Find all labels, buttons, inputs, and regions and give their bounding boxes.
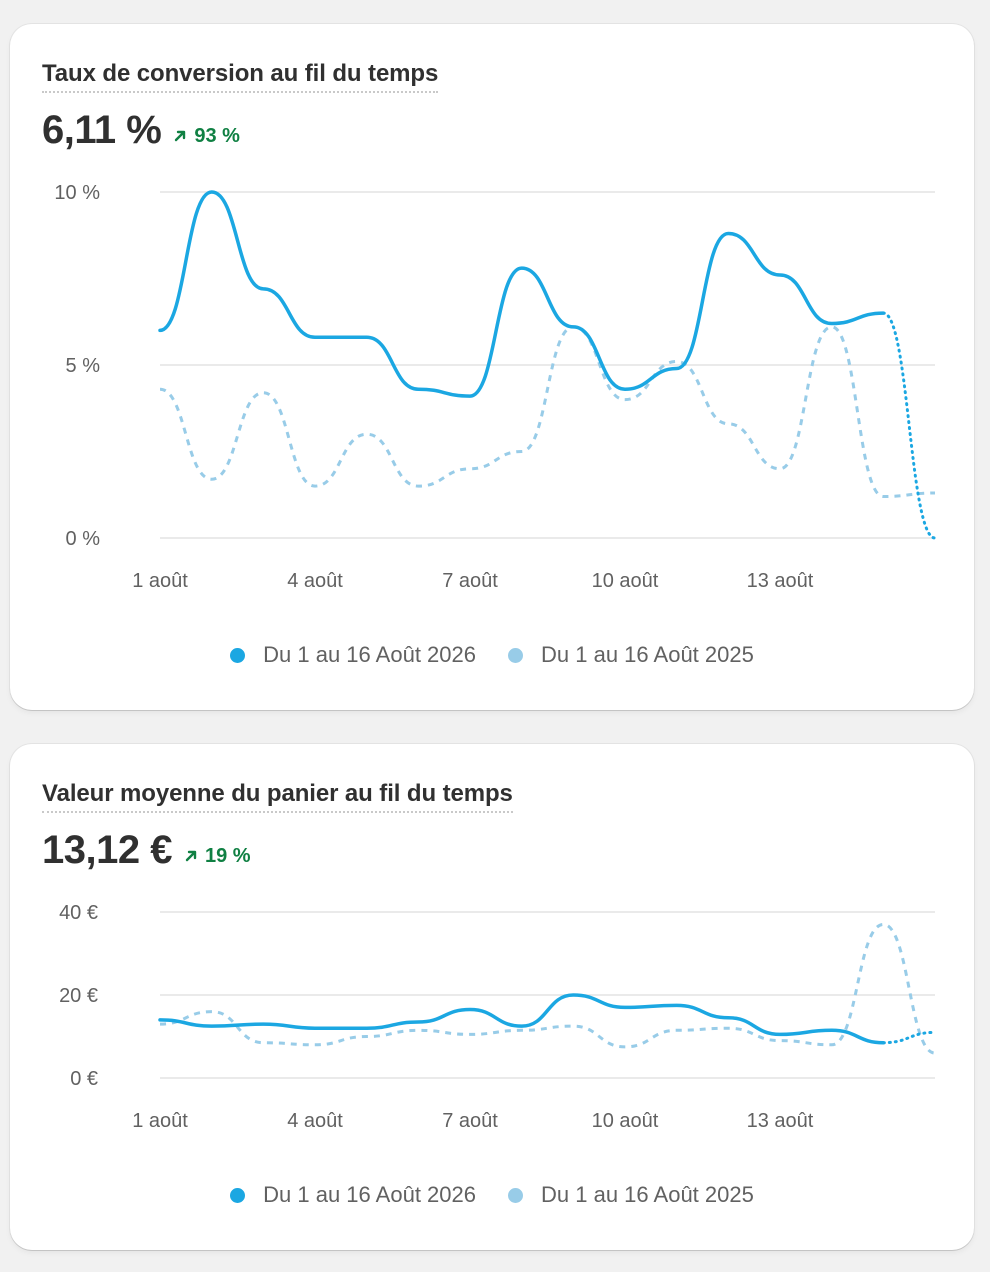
card-title[interactable]: Valeur moyenne du panier au fil du temps: [42, 780, 513, 813]
legend-label: Du 1 au 16 Août 2026: [263, 1182, 476, 1207]
average-cart-value-line-chart[interactable]: 0 € 20 € 40 € 1 août 4 août 7 août 10 août 13 a…: [10, 744, 974, 1184]
metric-summary: 6,11 % 93 %: [42, 108, 240, 153]
chart-legend: Du 1 au 16 Août 2026 Du 1 au 16 Août 202…: [10, 642, 974, 668]
legend-item-previous[interactable]: Du 1 au 16 Août 2025: [508, 1182, 754, 1208]
x-tick-label: 1 août: [132, 570, 188, 592]
x-tick-label: 7 août: [442, 1110, 498, 1132]
legend-dot-icon: [230, 1187, 246, 1203]
series-line-previous[interactable]: [159, 325, 936, 499]
legend-label: Du 1 au 16 Août 2025: [541, 1182, 754, 1207]
delta-value: 93 %: [194, 124, 240, 147]
conversion-rate-card: Taux de conversion au fil du temps 6,11 …: [10, 24, 974, 710]
legend-dot-icon: [508, 647, 523, 663]
average-cart-value-card: Valeur moyenne du panier au fil du temps…: [10, 744, 974, 1250]
series-line-current-partial[interactable]: [881, 311, 937, 540]
y-tick-label: 5 %: [66, 355, 101, 377]
x-tick-label: 1 août: [132, 1110, 188, 1132]
y-tick-label: 0 %: [66, 528, 101, 550]
x-tick-label: 4 août: [287, 570, 343, 592]
y-tick-label: 10 %: [54, 182, 100, 204]
legend-dot-icon: [230, 647, 246, 663]
legend-item-current[interactable]: Du 1 au 16 Août 2026: [230, 1182, 476, 1208]
metric-summary: 13,12 € 19 %: [42, 828, 251, 873]
x-tick-label: 10 août: [592, 1110, 659, 1132]
legend-label: Du 1 au 16 Août 2025: [541, 642, 754, 667]
metric-value: 6,11 %: [42, 108, 162, 152]
x-tick-label: 7 août: [442, 570, 498, 592]
x-tick-label: 13 août: [747, 570, 814, 592]
legend-item-current[interactable]: Du 1 au 16 Août 2026: [230, 642, 476, 668]
arrow-up-right-icon: [185, 850, 197, 862]
delta-badge: 19 %: [184, 845, 251, 868]
series-line-current[interactable]: [158, 993, 886, 1045]
metric-value: 13,12 €: [42, 828, 172, 872]
legend-label: Du 1 au 16 Août 2026: [263, 642, 476, 667]
x-tick-label: 13 août: [747, 1110, 814, 1132]
legend-dot-icon: [508, 1187, 523, 1203]
y-tick-label: 40 €: [59, 902, 98, 924]
chart-legend: Du 1 au 16 Août 2026 Du 1 au 16 Août 202…: [10, 1182, 974, 1208]
legend-item-previous[interactable]: Du 1 au 16 Août 2025: [508, 642, 754, 668]
series-line-previous[interactable]: [159, 922, 936, 1055]
y-tick-label: 20 €: [59, 985, 98, 1007]
arrow-up-right-icon: [175, 130, 186, 142]
conversion-rate-line-chart[interactable]: 0 % 5 % 10 % 1 août 4 août 7 août 10 août 13 ao…: [10, 24, 974, 624]
y-tick-label: 0 €: [70, 1068, 98, 1090]
x-tick-label: 4 août: [287, 1110, 343, 1132]
series-line-current[interactable]: [158, 190, 886, 398]
card-title[interactable]: Taux de conversion au fil du temps: [42, 60, 438, 93]
delta-value: 19 %: [204, 844, 251, 867]
x-tick-label: 10 août: [592, 570, 659, 592]
delta-badge: 93 %: [173, 125, 240, 148]
series-line-current-partial[interactable]: [881, 1030, 937, 1045]
